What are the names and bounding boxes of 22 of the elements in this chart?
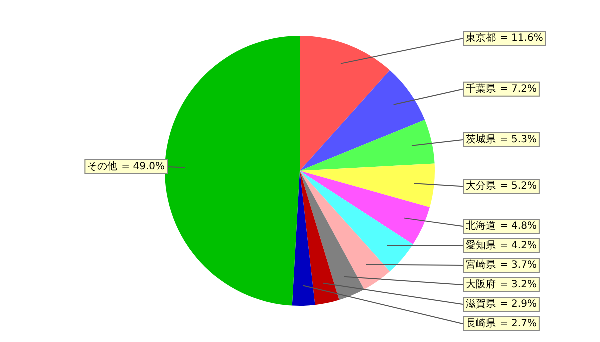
data-label: = 49.0% <box>122 162 166 173</box>
slice-label: 千葉県 <box>466 82 496 95</box>
slice-label: 長崎県 <box>466 318 496 330</box>
data-label: = 2.9% <box>500 299 537 310</box>
slice-label: 大阪府 <box>466 278 496 291</box>
data-label: = 3.7% <box>500 260 537 272</box>
data-label: = 3.2% <box>500 280 537 291</box>
data-label: = 4.2% <box>500 240 537 252</box>
data-label: = 4.8% <box>500 221 537 232</box>
slice-label: 大分県 <box>466 180 496 192</box>
data-label: = 5.3% <box>500 134 537 146</box>
slice-label: 茨城県 <box>466 134 496 146</box>
slice-label: 宮崎県 <box>466 259 496 272</box>
data-label: = 5.2% <box>500 181 537 192</box>
slice-label: 愛知県 <box>466 240 496 252</box>
slice-label: 滋賀県 <box>466 298 496 310</box>
slice-label: その他 <box>88 160 118 173</box>
data-label: = 11.6% <box>500 33 544 44</box>
slice-label: 東京都 <box>466 32 496 44</box>
slice-label: 北海道 <box>466 220 496 232</box>
data-label: = 2.7% <box>500 318 537 330</box>
data-label: = 7.2% <box>500 84 537 95</box>
